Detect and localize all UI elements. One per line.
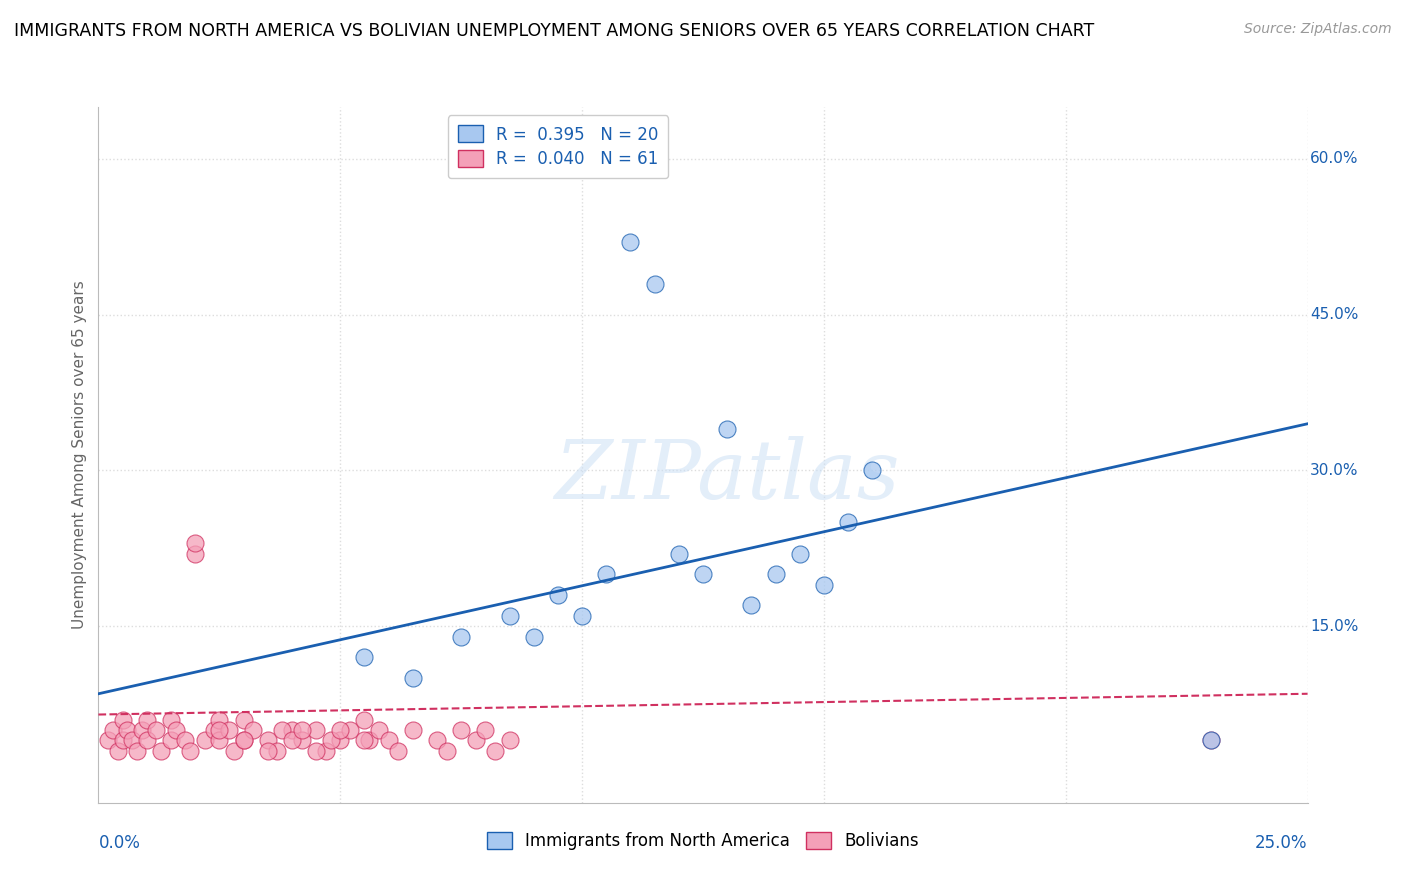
Point [145,723,167,738]
Text: 60.0%: 60.0% [1310,152,1358,167]
Point [595,567,617,582]
Point [484,744,506,758]
Point [107,744,129,758]
Point [305,744,328,758]
Point [387,744,409,758]
Point [450,630,472,644]
Point [368,723,391,738]
Point [450,723,472,738]
Point [232,713,254,727]
Point [184,536,207,550]
Text: ZIPatlas: ZIPatlas [554,436,900,516]
Point [101,723,124,738]
Text: 0.0%: 0.0% [98,834,141,852]
Point [127,744,149,758]
Point [426,733,449,747]
Point [131,723,153,738]
Point [208,713,231,727]
Point [402,723,425,738]
Point [256,733,278,747]
Y-axis label: Unemployment Among Seniors over 65 years: Unemployment Among Seniors over 65 years [72,281,87,629]
Point [208,723,231,738]
Point [232,733,254,747]
Point [204,723,226,738]
Point [208,733,231,747]
Point [135,733,157,747]
Text: 30.0%: 30.0% [1310,463,1358,478]
Point [353,713,375,727]
Text: 45.0%: 45.0% [1310,307,1358,322]
Legend: Immigrants from North America, Bolivians: Immigrants from North America, Bolivians [479,826,927,857]
Text: 15.0%: 15.0% [1310,619,1358,633]
Point [813,578,835,592]
Point [160,713,183,727]
Point [111,733,134,747]
Point [256,744,278,758]
Point [329,733,352,747]
Point [339,723,361,738]
Point [1199,733,1222,747]
Point [179,744,201,758]
Point [117,723,139,738]
Point [111,713,134,727]
Point [644,277,666,291]
Point [319,733,342,747]
Point [160,733,183,747]
Point [135,713,157,727]
Point [97,733,120,747]
Point [290,733,312,747]
Point [692,567,714,582]
Point [353,733,375,747]
Point [619,235,641,249]
Point [547,588,569,602]
Point [474,723,496,738]
Text: Source: ZipAtlas.com: Source: ZipAtlas.com [1244,22,1392,37]
Text: IMMIGRANTS FROM NORTH AMERICA VS BOLIVIAN UNEMPLOYMENT AMONG SENIORS OVER 65 YEA: IMMIGRANTS FROM NORTH AMERICA VS BOLIVIA… [14,22,1094,40]
Point [329,723,352,738]
Point [281,723,304,738]
Point [305,723,328,738]
Point [402,671,425,685]
Point [860,463,883,477]
Point [668,547,690,561]
Point [222,744,245,758]
Point [165,723,187,738]
Point [266,744,288,758]
Point [194,733,217,747]
Text: 25.0%: 25.0% [1256,834,1308,852]
Point [464,733,486,747]
Point [523,630,546,644]
Point [716,422,738,436]
Point [1199,733,1222,747]
Point [174,733,197,747]
Point [232,733,254,747]
Point [498,733,520,747]
Point [498,608,520,623]
Point [290,723,312,738]
Point [271,723,294,738]
Point [436,744,458,758]
Point [359,733,381,747]
Point [218,723,240,738]
Point [281,733,304,747]
Point [315,744,337,758]
Point [740,599,762,613]
Point [353,650,375,665]
Point [789,547,811,561]
Point [242,723,264,738]
Point [765,567,787,582]
Point [377,733,399,747]
Point [150,744,173,758]
Point [837,516,859,530]
Point [121,733,143,747]
Point [571,608,593,623]
Point [184,547,207,561]
